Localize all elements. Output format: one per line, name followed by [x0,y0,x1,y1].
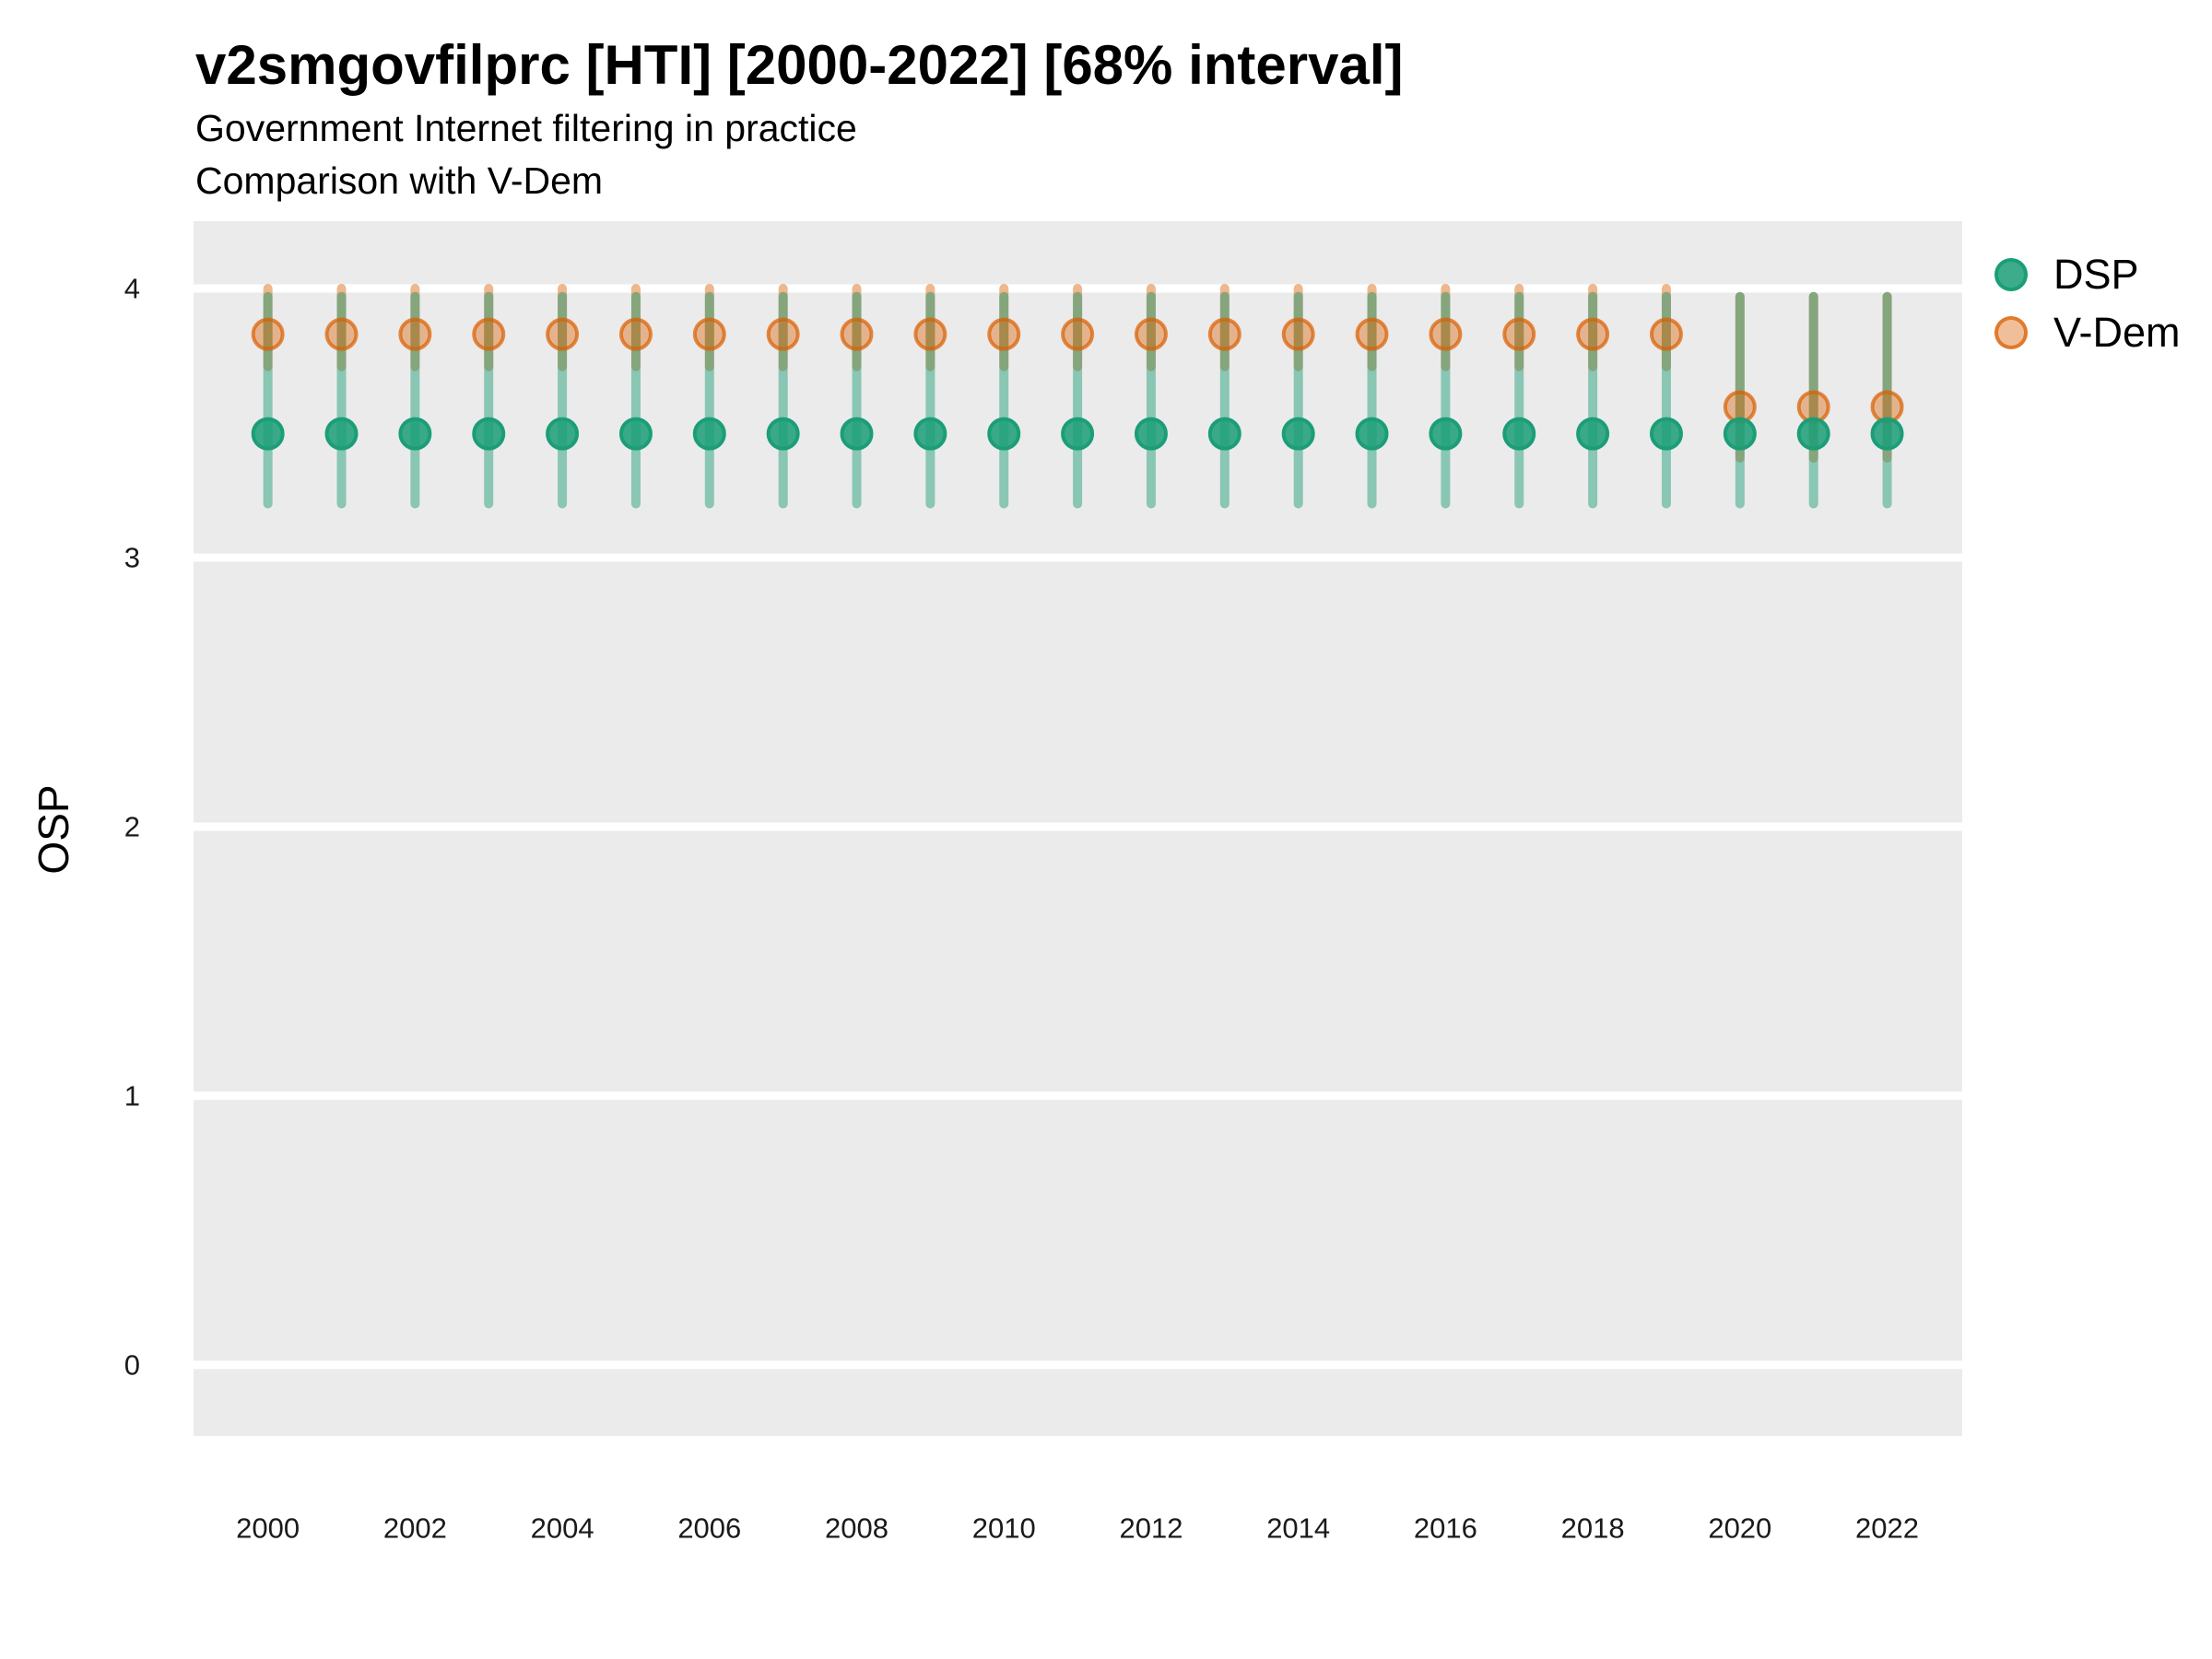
vdem-point-icon [1994,315,2028,349]
vdem-point [766,317,800,351]
vdem-point [251,317,285,351]
y-tick-label-4: 4 [124,272,140,304]
vdem-point [692,317,726,351]
x-tick-label-2006: 2006 [677,1512,741,1545]
dsp-point [1207,417,1241,451]
x-tick-label-2022: 2022 [1855,1512,1919,1545]
dsp-point [913,417,947,451]
vdem-point [324,317,359,351]
vdem-point [1134,317,1168,351]
dsp-point [251,417,285,451]
dsp-point [766,417,800,451]
dsp-point [398,417,432,451]
x-tick-label-2020: 2020 [1708,1512,1771,1545]
dsp-point [1649,417,1683,451]
vdem-point [1281,317,1315,351]
dsp-point [1429,417,1463,451]
legend-label-dsp: DSP [2053,250,2139,298]
dsp-point [1061,417,1095,451]
legend-item-dsp: DSP [1994,245,2181,303]
chart-subtitle-2: Comparison with V-Dem [195,159,604,202]
vdem-point [472,317,506,351]
legend: DSP V-Dem [1994,245,2181,361]
x-tick-label-2018: 2018 [1561,1512,1625,1545]
x-tick-label-2010: 2010 [972,1512,1036,1545]
dsp-point [1576,417,1610,451]
dsp-point [618,417,653,451]
chart-title: v2smgovfilprc [HTI] [2000-2022] [68% int… [195,34,1404,96]
y-tick-label-3: 3 [124,541,140,573]
y-tick-label-1: 1 [124,1079,140,1112]
x-tick-label-2002: 2002 [383,1512,447,1545]
vdem-point [1061,317,1095,351]
x-tick-label-2000: 2000 [236,1512,300,1545]
vdem-point [1576,317,1610,351]
dsp-point [1796,417,1830,451]
x-tick-label-2016: 2016 [1414,1512,1477,1545]
x-tick-label-2014: 2014 [1266,1512,1330,1545]
x-tick-label-2004: 2004 [531,1512,594,1545]
dsp-point [472,417,506,451]
x-tick-label-2008: 2008 [825,1512,888,1545]
dsp-point-icon [1994,257,2028,291]
vdem-point [546,317,580,351]
dsp-point [546,417,580,451]
dsp-point [1355,417,1389,451]
vdem-point [618,317,653,351]
legend-label-vdem: V-Dem [2053,308,2181,356]
y-axis-title: OSP [29,784,77,875]
dsp-point [1134,417,1168,451]
dsp-point [1870,417,1904,451]
dsp-point [324,417,359,451]
legend-item-vdem: V-Dem [1994,303,2181,361]
vdem-point [840,317,874,351]
vdem-point [1502,317,1536,351]
dsp-point [1723,417,1757,451]
y-tick-label-2: 2 [124,810,140,842]
dsp-point [840,417,874,451]
vdem-point [987,317,1021,351]
vdem-point [1429,317,1463,351]
dsp-point [1502,417,1536,451]
vdem-point [1355,317,1389,351]
dsp-point [692,417,726,451]
dsp-point [987,417,1021,451]
vdem-point [1649,317,1683,351]
vdem-point [913,317,947,351]
y-tick-label-0: 0 [124,1348,140,1381]
chart-subtitle: Government Internet filtering in practic… [195,107,857,149]
dsp-point [1281,417,1315,451]
x-tick-label-2012: 2012 [1119,1512,1182,1545]
vdem-point [398,317,432,351]
vdem-point [1207,317,1241,351]
